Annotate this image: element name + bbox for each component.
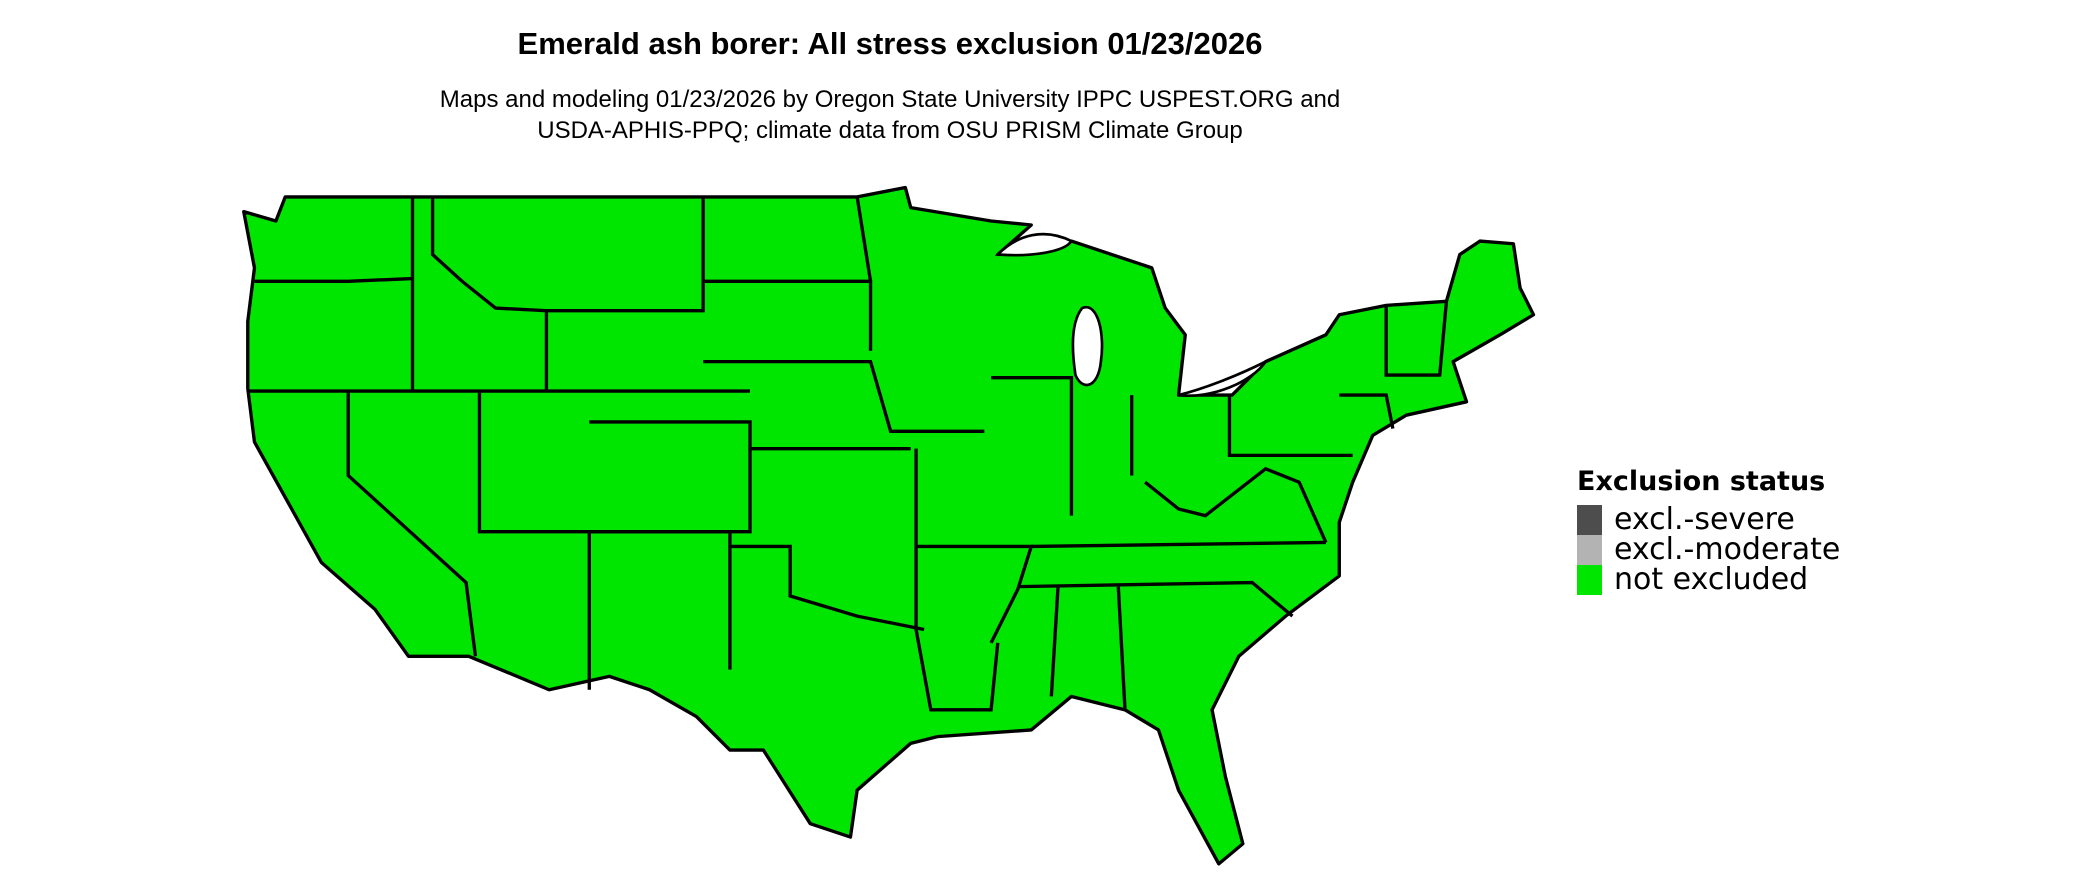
legend-title: Exclusion status <box>1577 466 1826 497</box>
contiguous-us-landmass <box>242 185 1536 866</box>
great-lakes <box>994 232 1270 398</box>
legend-label: excl.-severe <box>1614 502 1795 537</box>
legend: Exclusion status excl.-severe excl.-mode… <box>1577 466 1840 595</box>
legend-swatch-moderate <box>1577 535 1602 565</box>
legend-item-moderate: excl.-moderate <box>1577 535 1840 565</box>
legend-label: not excluded <box>1614 562 1809 597</box>
map-title: Emerald ash borer: All stress exclusion … <box>517 26 1263 61</box>
lake-superior <box>994 232 1074 257</box>
lake-erie <box>1178 358 1270 398</box>
lake-michigan <box>1071 305 1104 387</box>
state-borders <box>247 196 1449 712</box>
legend-swatch-not-excluded <box>1577 565 1602 595</box>
subtitle-line-2: USDA-APHIS-PPQ; climate data from OSU PR… <box>537 117 1243 144</box>
legend-item-severe: excl.-severe <box>1577 505 1840 535</box>
subtitle-line-1: Maps and modeling 01/23/2026 by Oregon S… <box>439 86 1341 113</box>
legend-item-not-excluded: not excluded <box>1577 565 1840 595</box>
legend-label: excl.-moderate <box>1614 532 1841 567</box>
legend-swatch-severe <box>1577 505 1602 535</box>
